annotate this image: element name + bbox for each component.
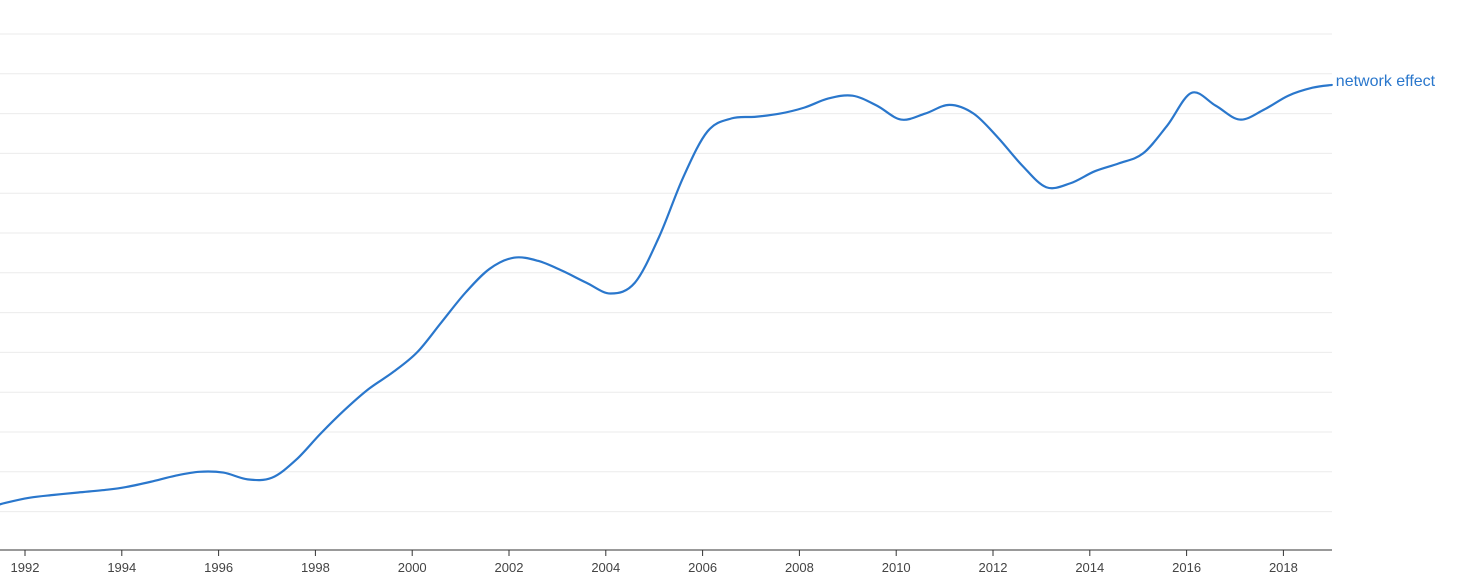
x-axis: 1992 1994 1996 1998 2000 2002 2004 2006 2008 2010… xyxy=(0,549,1332,575)
x-tick-label-2012: 2012 xyxy=(979,560,1008,575)
x-tick-label-2016: 2016 xyxy=(1172,560,1201,575)
x-tick-label-2006: 2006 xyxy=(688,560,717,575)
x-tick-label-2014: 2014 xyxy=(1075,560,1104,575)
x-tick-label-2002: 2002 xyxy=(495,560,524,575)
x-tick-label-1994: 1994 xyxy=(107,560,136,575)
x-tick-label-1992: 1992 xyxy=(11,560,40,575)
x-tick-label-2008: 2008 xyxy=(785,560,814,575)
series-labels: network effect xyxy=(1336,73,1436,90)
x-tick-label-2010: 2010 xyxy=(882,560,911,575)
x-tick-label-2004: 2004 xyxy=(591,560,620,575)
x-tick-label-1996: 1996 xyxy=(204,560,233,575)
x-tick-label-2000: 2000 xyxy=(398,560,427,575)
x-tick-label-1998: 1998 xyxy=(301,560,330,575)
x-tick-label-2018: 2018 xyxy=(1269,560,1298,575)
series-label-0: network effect xyxy=(1336,73,1436,90)
series-lines xyxy=(0,83,1333,506)
gridlines xyxy=(0,33,1332,513)
series-line-0 xyxy=(0,83,1333,506)
